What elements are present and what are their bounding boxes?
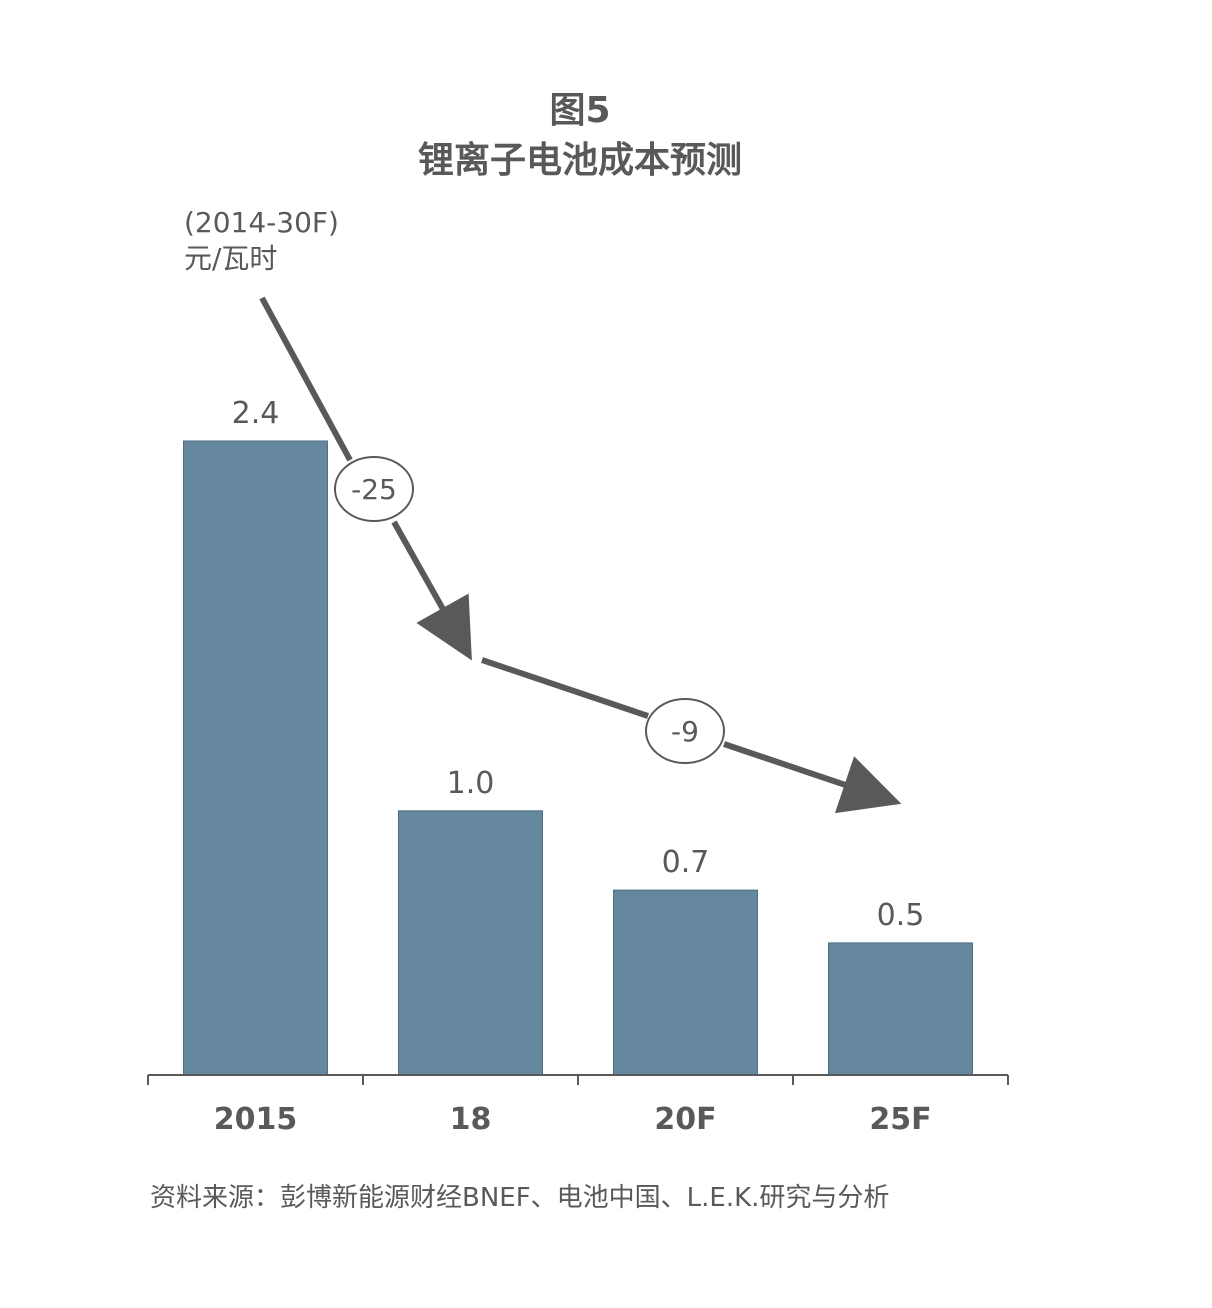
- x-tick-labels-group: 2015 18 20F 25F: [214, 1102, 932, 1137]
- trend-arrow-2-lower: [723, 741, 902, 814]
- bars-group: [183, 440, 973, 1076]
- trend-annotation-1-ellipse: [334, 456, 414, 522]
- value-label-20F: 0.7: [662, 845, 710, 880]
- value-label-18: 1.0: [447, 766, 495, 801]
- chart-title-line2: 锂离子电池成本预测: [418, 140, 742, 181]
- x-tick-label-20F: 20F: [654, 1102, 716, 1137]
- bar-2015: [183, 440, 328, 1076]
- x-tick-label-25F: 25F: [869, 1102, 931, 1137]
- x-tick-label-2015: 2015: [214, 1102, 298, 1137]
- unit-label-unit: 元/瓦时: [184, 242, 277, 275]
- trend-annotation-2-label: -9: [671, 715, 699, 748]
- trend-annotation-1-label: -25: [351, 473, 397, 506]
- trend-annotation-2-ellipse: [645, 698, 725, 764]
- trend-arrow-2-upper: [481, 657, 649, 719]
- trend-arrow-1-upper: [259, 296, 353, 462]
- x-tick-label-18: 18: [450, 1102, 492, 1137]
- value-label-2015: 2.4: [232, 396, 280, 431]
- trend-arrow-2: [481, 657, 902, 814]
- trend-annotation-2: -9: [645, 698, 725, 764]
- x-ticks-group: [147, 1075, 1009, 1085]
- trend-arrow-1: [259, 296, 472, 661]
- unit-label-range: (2014-30F): [184, 206, 339, 239]
- bar-18: [398, 810, 543, 1076]
- chart-title-line1: 图5: [549, 90, 610, 131]
- source-note: 资料来源：彭博新能源财经BNEF、电池中国、L.E.K.研究与分析: [150, 1183, 889, 1213]
- bar-20F: [613, 889, 758, 1076]
- value-label-25F: 0.5: [877, 898, 925, 933]
- value-labels-group: 2.4 1.0 0.7 0.5: [232, 396, 925, 933]
- bar-25F: [828, 942, 973, 1076]
- trend-arrow-1-lower: [391, 520, 472, 661]
- trend-annotation-1: -25: [334, 456, 414, 522]
